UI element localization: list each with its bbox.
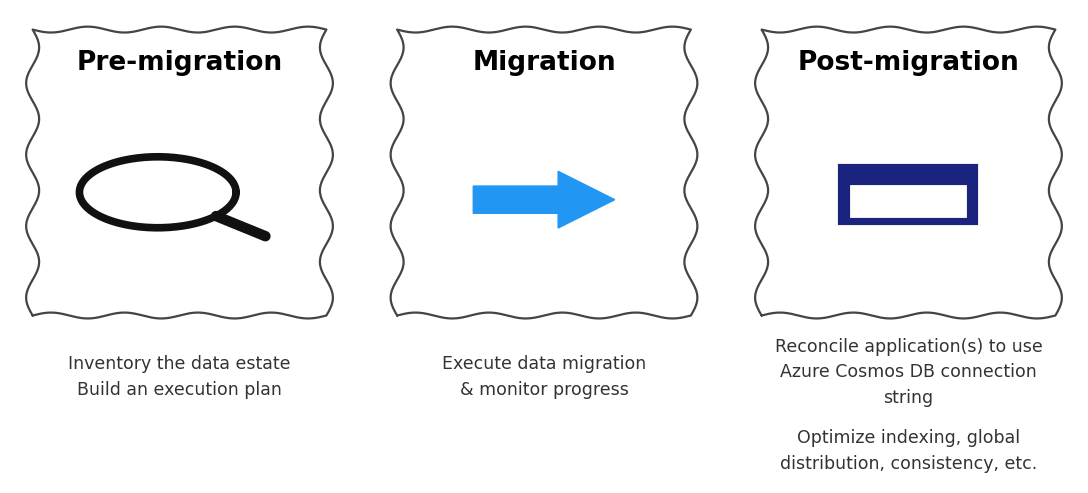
Text: Execute data migration
& monitor progress: Execute data migration & monitor progres… xyxy=(442,355,646,399)
Text: Pre-migration: Pre-migration xyxy=(76,50,283,76)
Text: Migration: Migration xyxy=(472,50,616,76)
Text: Optimize indexing, global
distribution, consistency, etc.: Optimize indexing, global distribution, … xyxy=(780,429,1037,473)
Text: Reconcile application(s) to use
Azure Cosmos DB connection
string: Reconcile application(s) to use Azure Co… xyxy=(775,338,1042,407)
Polygon shape xyxy=(473,172,615,228)
Bar xyxy=(849,183,969,220)
Bar xyxy=(840,167,977,223)
Text: Inventory the data estate
Build an execution plan: Inventory the data estate Build an execu… xyxy=(69,355,290,399)
Text: Post-migration: Post-migration xyxy=(798,50,1019,76)
